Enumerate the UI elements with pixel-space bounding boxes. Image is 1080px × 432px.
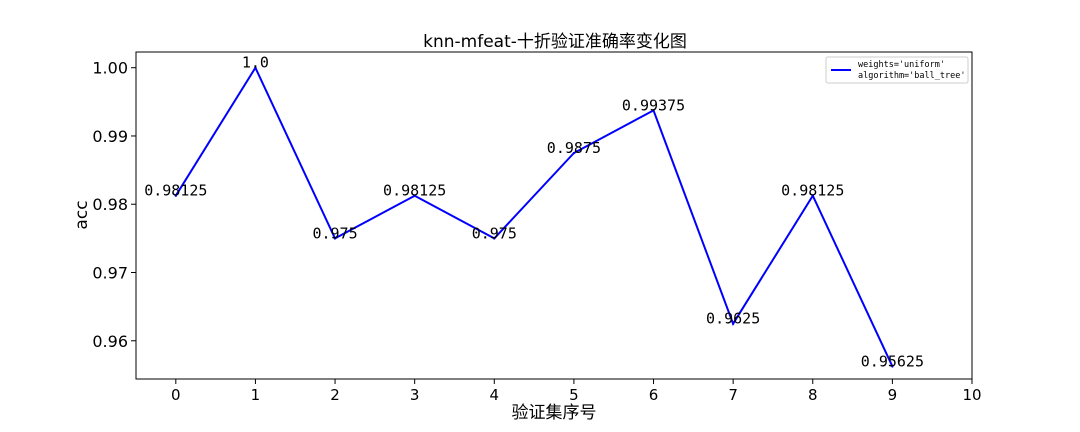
data-label: 0.98125 [383,182,446,200]
y-tick-label: 0.99 [92,127,128,146]
data-label: 0.9875 [547,139,601,157]
y-tick-label: 0.98 [92,195,128,214]
x-tick-label: 7 [728,386,738,404]
y-tick-label: 0.97 [92,264,128,283]
data-label: 0.9625 [706,310,760,328]
data-label: 0.98125 [144,182,207,200]
data-point [413,194,416,197]
data-point [811,194,814,197]
data-point [652,109,655,112]
x-tick-label: 10 [962,386,981,404]
data-label: 0.99375 [622,96,685,114]
x-axis: 0 1 2 3 4 5 6 7 8 9 10 [171,379,982,404]
x-tick-label: 2 [330,386,340,404]
point-labels: 0.98125 1.0 0.975 0.98125 0.975 0.9875 0.99375… [144,54,924,371]
data-point [572,151,576,155]
y-tick-label: 0.96 [92,332,128,351]
legend-label: weights='uniform' [858,60,945,70]
x-axis-label: 验证集序号 [512,403,597,423]
data-point [731,322,735,325]
data-point [254,66,257,69]
x-tick-label: 8 [808,386,818,404]
chart-title: knn-mfeat-十折验证准确率变化图 [423,32,687,52]
data-label: 1.0 [242,54,269,72]
data-label: 0.95625 [861,352,924,370]
series-layer [174,65,894,368]
data-label: 0.975 [472,224,517,242]
y-tick-label: 1.00 [92,59,128,78]
x-tick-label: 6 [649,386,659,404]
y-axis: 0.96 0.97 0.98 0.99 1.00 [92,59,136,351]
data-point [891,365,894,368]
data-label: 0.98125 [781,182,844,200]
x-tick-label: 5 [569,386,579,404]
series-line [174,65,894,367]
x-tick-label: 9 [888,386,898,404]
y-axis-label: acc [72,200,92,229]
data-point [174,194,178,197]
plot-frame [135,51,973,380]
x-tick-label: 3 [410,386,420,404]
legend-box [825,56,969,84]
data-label: 0.975 [312,224,357,242]
x-tick-label: 4 [490,386,500,404]
x-tick-label: 1 [251,386,261,404]
x-tick-label: 0 [171,386,181,404]
legend-label: algorithm='ball_tree' [858,71,965,81]
data-point [333,237,337,240]
data-point [493,237,496,240]
legend: weights='uniform' algorithm='ball_tree' [825,56,969,84]
